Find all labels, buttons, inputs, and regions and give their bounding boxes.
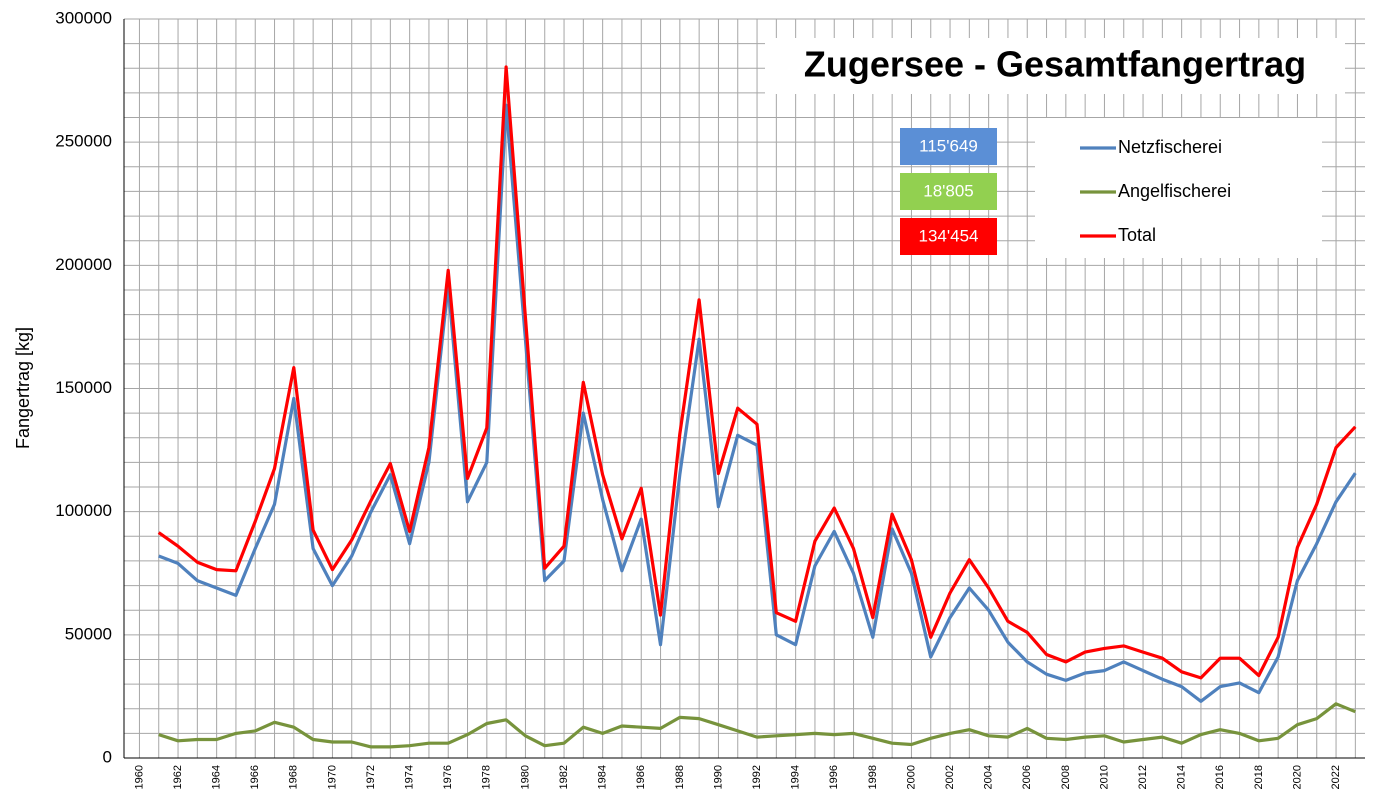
x-tick-label: 1986 — [635, 765, 647, 789]
y-tick-label: 150000 — [55, 378, 112, 397]
y-tick-label: 300000 — [55, 8, 112, 27]
x-tick-label: 2004 — [983, 765, 995, 789]
x-tick-label: 2010 — [1098, 765, 1110, 789]
legend-label: Netzfischerei — [1118, 137, 1222, 157]
title-box — [765, 38, 1345, 94]
x-tick-label: 2018 — [1253, 765, 1265, 789]
x-tick-label: 2014 — [1176, 765, 1188, 789]
x-tick-label: 2000 — [905, 765, 917, 789]
y-tick-label: 0 — [103, 747, 112, 766]
x-tick-label: 2020 — [1291, 765, 1303, 789]
x-tick-label: 1964 — [211, 765, 223, 789]
chart-title: Zugersee - Gesamtfangertrag — [804, 44, 1306, 85]
x-tick-label: 1988 — [674, 765, 686, 789]
value-box — [900, 218, 997, 255]
x-tick-label: 1968 — [288, 765, 300, 789]
value-label: 18'805 — [923, 181, 974, 200]
line-series — [158, 702, 1356, 749]
x-tick-label: 1984 — [597, 765, 609, 789]
value-label: 115'649 — [919, 136, 978, 155]
x-tick-label: 1976 — [442, 765, 454, 789]
x-tick-label: 2012 — [1137, 765, 1149, 789]
x-tick-label: 1998 — [867, 765, 879, 789]
x-tick-label: 2016 — [1214, 765, 1226, 789]
x-tick-label: 1994 — [790, 765, 802, 789]
y-tick-label: 100000 — [55, 501, 112, 520]
x-tick-label: 2006 — [1021, 765, 1033, 789]
legend-label: Total — [1118, 225, 1156, 245]
y-tick-label: 200000 — [55, 255, 112, 274]
x-tick-label: 1966 — [249, 765, 261, 789]
x-tick-label: 2002 — [944, 765, 956, 789]
x-tick-label: 2008 — [1060, 765, 1072, 789]
x-tick-label: 1996 — [828, 765, 840, 789]
x-tick-label: 1990 — [712, 765, 724, 789]
x-tick-label: 1992 — [751, 765, 763, 789]
value-box — [900, 173, 997, 210]
legend-label: Angelfischerei — [1118, 181, 1231, 201]
x-tick-label: 1980 — [519, 765, 531, 789]
value-label: 134'454 — [919, 226, 979, 245]
line-series — [158, 103, 1357, 703]
value-box — [900, 128, 997, 165]
y-tick-label: 50000 — [65, 624, 112, 643]
x-tick-label: 1970 — [326, 765, 338, 789]
x-tick-label: 1972 — [365, 765, 377, 789]
x-tick-label: 2022 — [1330, 765, 1342, 789]
y-axis-label: Fangertrag [kg] — [13, 327, 33, 449]
x-tick-label: 1962 — [172, 765, 184, 789]
x-tick-label: 1960 — [133, 765, 145, 789]
x-tick-label: 1982 — [558, 765, 570, 789]
x-tick-label: 1978 — [481, 765, 493, 789]
y-tick-label: 250000 — [55, 132, 112, 151]
x-tick-label: 1974 — [404, 765, 416, 789]
line-series — [157, 65, 1357, 680]
